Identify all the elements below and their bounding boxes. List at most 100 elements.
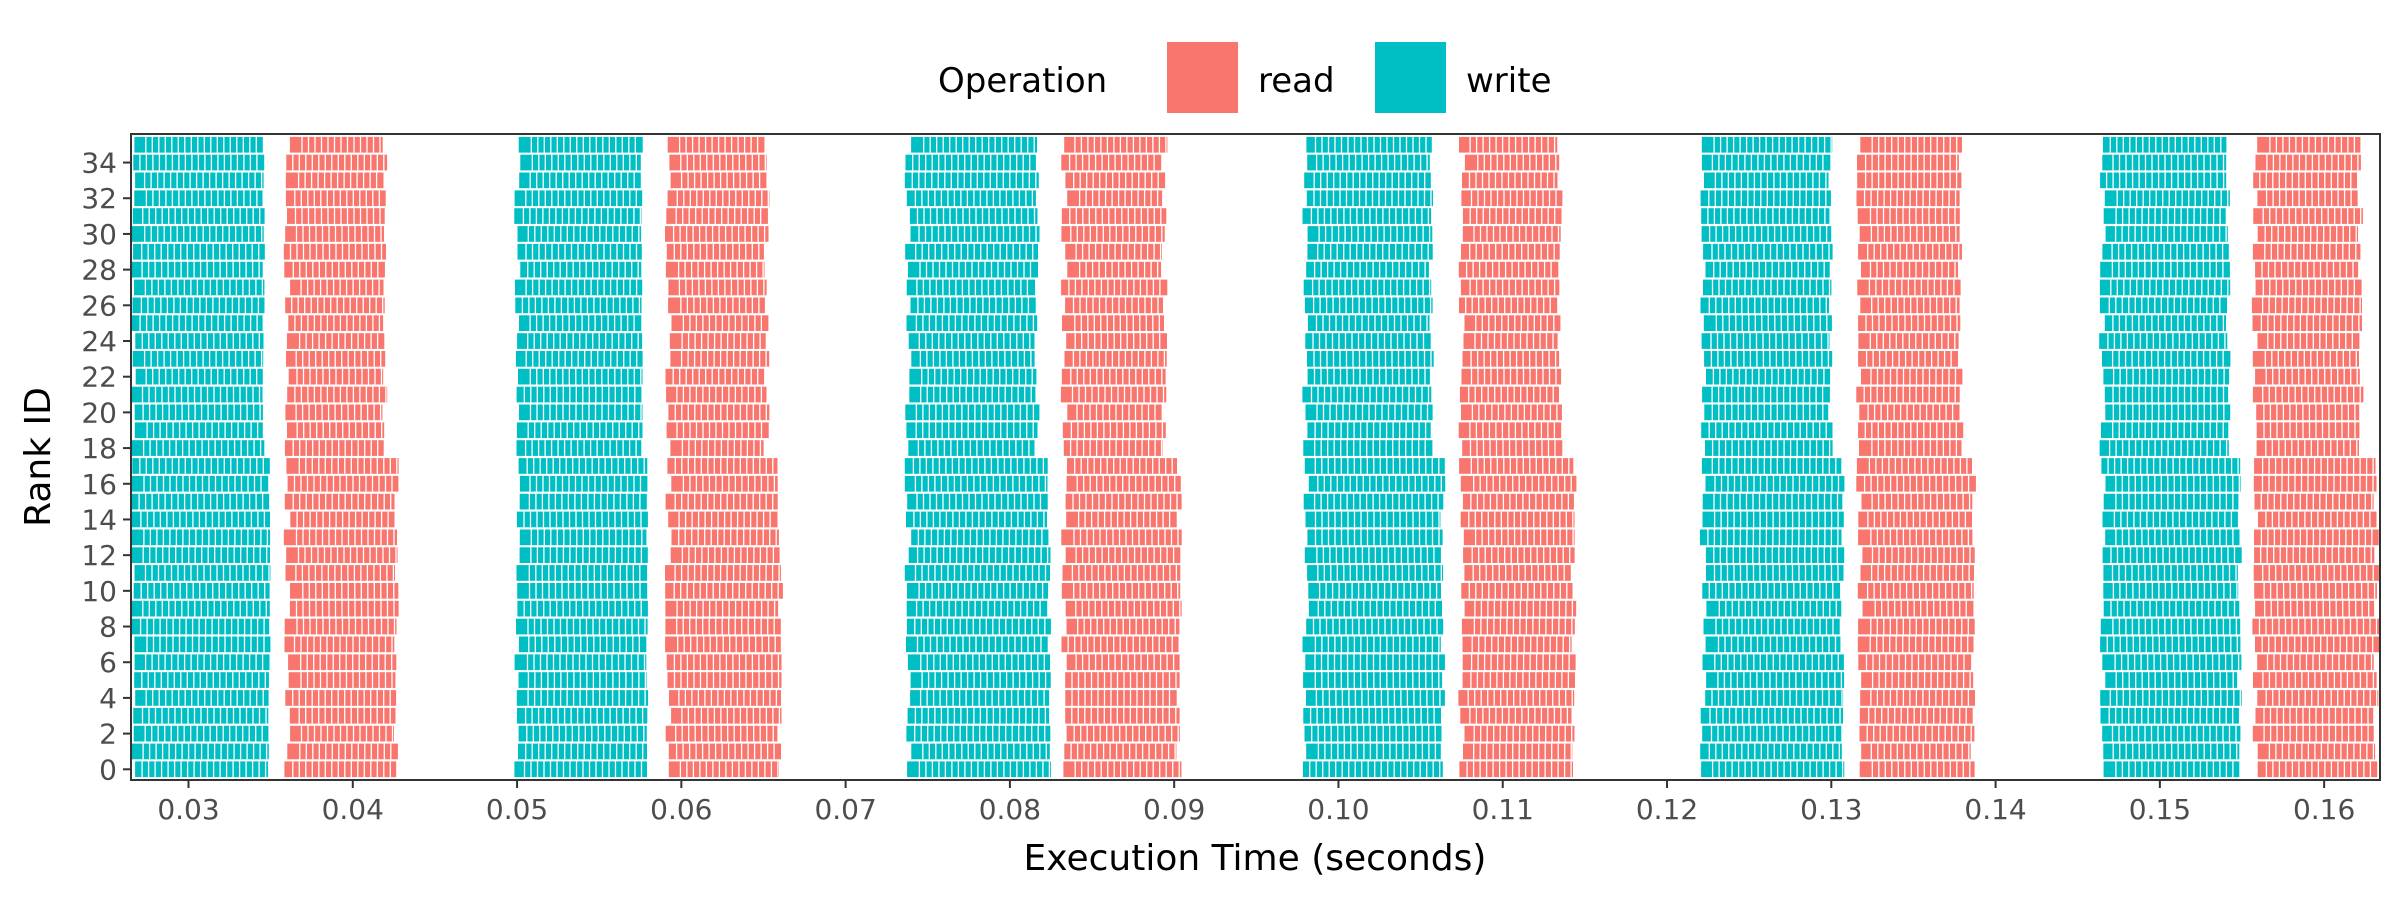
read-bar-rank-17-phase-1 [286,458,399,474]
read-separators-rank-17-phase-1 [298,458,398,474]
write-separators-rank-8-phase-4 [1312,618,1438,635]
y-tick-label: 24 [81,325,117,358]
write-separators-rank-14-phase-5 [1713,511,1839,528]
read-separators-rank-32-phase-5 [1863,190,1957,207]
write-bar-rank-23-phase-1 [132,351,264,367]
write-bar-rank-8-phase-2 [516,618,648,635]
read-separators-rank-22-phase-4 [1470,368,1557,385]
write-separators-rank-21-phase-6 [2112,386,2225,403]
write-separators-rank-34-phase-2 [531,154,637,171]
write-bar-rank-8-phase-4 [1306,618,1444,635]
write-separators-rank-22-phase-3 [921,368,1033,385]
read-bar-rank-19-phase-2 [666,422,769,439]
write-bar-rank-26-phase-6 [2099,297,2227,314]
write-bar-rank-35-phase-2 [518,136,643,153]
read-separators-rank-2-phase-5 [1866,725,1972,742]
write-bar-rank-10-phase-2 [517,583,648,599]
read-bar-rank-15-phase-3 [1065,493,1182,510]
read-separators-rank-10-phase-3 [1073,583,1179,599]
read-bar-rank-34-phase-3 [1061,154,1162,171]
write-separators-rank-13-phase-6 [2115,529,2234,546]
x-tick-label: 0.12 [1636,793,1698,826]
write-separators-rank-3-phase-2 [524,707,644,724]
write-separators-rank-31-phase-5 [1707,208,1826,224]
write-separators-rank-4-phase-1 [145,690,264,706]
write-separators-rank-30-phase-6 [2114,226,2227,242]
write-separators-rank-26-phase-4 [1312,297,1432,314]
read-bar-rank-15-phase-6 [2254,493,2374,510]
write-bar-rank-29-phase-3 [905,243,1038,260]
read-bar-rank-35-phase-3 [1064,136,1168,153]
write-separators-rank-34-phase-3 [912,154,1031,171]
write-bar-rank-17-phase-1 [132,458,270,474]
write-bar-rank-24-phase-6 [2099,333,2228,349]
read-separators-rank-5-phase-3 [1071,672,1177,688]
write-separators-rank-21-phase-3 [920,386,1032,403]
read-separators-rank-15-phase-5 [1871,493,1971,510]
read-bar-rank-13-phase-5 [1858,529,1973,546]
read-separators-rank-29-phase-4 [1469,243,1555,260]
read-bar-rank-1-phase-6 [2257,743,2376,760]
x-tick-label: 0.08 [979,793,1041,826]
read-bar-rank-23-phase-2 [670,351,770,367]
read-separators-rank-21-phase-1 [294,386,387,403]
read-separators-rank-33-phase-6 [2259,172,2352,189]
y-tick-label: 30 [81,218,117,251]
read-separators-rank-12-phase-2 [681,547,775,563]
legend: Operation read write [938,42,1551,113]
read-separators-rank-4-phase-2 [678,690,778,706]
write-separators-rank-0-phase-3 [918,761,1051,778]
write-separators-rank-34-phase-5 [1711,154,1824,171]
write-bar-rank-33-phase-2 [519,172,641,189]
read-separators-rank-30-phase-6 [2264,226,2357,242]
read-separators-rank-32-phase-6 [2265,190,2352,207]
write-bar-rank-14-phase-6 [2102,511,2238,528]
write-separators-rank-4-phase-5 [1711,690,1843,706]
y-tick-label: 4 [99,682,117,715]
read-bar-rank-29-phase-1 [283,243,386,260]
read-bar-rank-18-phase-6 [2256,440,2359,456]
write-separators-rank-19-phase-6 [2112,422,2224,439]
read-bar-rank-10-phase-4 [1461,583,1573,599]
write-bar-rank-1-phase-5 [1700,743,1842,760]
y-tick-label: 12 [81,539,117,572]
write-separators-rank-23-phase-2 [525,351,638,367]
read-separators-rank-24-phase-3 [1074,333,1161,349]
read-bar-rank-9-phase-1 [289,600,399,617]
write-separators-rank-33-phase-5 [1714,172,1827,189]
read-separators-rank-34-phase-2 [680,154,766,171]
read-bar-rank-32-phase-2 [667,190,770,207]
write-bar-rank-23-phase-6 [2102,351,2231,367]
read-bar-rank-22-phase-4 [1461,368,1562,385]
read-separators-rank-22-phase-2 [672,368,759,385]
write-separators-rank-22-phase-1 [145,368,258,385]
write-separators-rank-0-phase-5 [1711,761,1844,778]
read-bar-rank-0-phase-6 [2257,761,2378,778]
read-separators-rank-21-phase-5 [1863,386,1956,403]
read-separators-rank-20-phase-3 [1076,404,1156,421]
write-separators-rank-23-phase-3 [919,351,1032,367]
read-bar-rank-6-phase-5 [1858,654,1972,671]
read-bar-rank-30-phase-6 [2257,226,2358,242]
write-separators-rank-19-phase-5 [1708,422,1827,439]
read-separators-rank-3-phase-2 [681,707,781,724]
read-bar-rank-28-phase-1 [284,261,385,278]
read-bar-rank-5-phase-1 [288,672,396,688]
read-separators-rank-35-phase-3 [1074,136,1167,153]
read-separators-rank-5-phase-5 [1871,672,1971,688]
write-separators-rank-34-phase-1 [139,154,258,171]
y-tick-label: 26 [81,289,117,322]
read-bar-rank-9-phase-3 [1065,600,1182,617]
read-bar-rank-31-phase-5 [1857,208,1960,224]
read-separators-rank-32-phase-4 [1470,190,1557,207]
write-bar-rank-32-phase-3 [906,190,1036,207]
write-separators-rank-6-phase-6 [2114,654,2240,671]
write-separators-rank-16-phase-2 [529,475,642,492]
write-separators-rank-17-phase-4 [1314,458,1440,474]
write-separators-rank-13-phase-4 [1314,529,1440,546]
write-bar-rank-28-phase-4 [1306,261,1429,278]
x-tick-label: 0.14 [1964,793,2026,826]
x-tick-label: 0.03 [157,793,219,826]
write-separators-rank-31-phase-4 [1310,208,1430,224]
write-separators-rank-32-phase-5 [1708,190,1827,207]
